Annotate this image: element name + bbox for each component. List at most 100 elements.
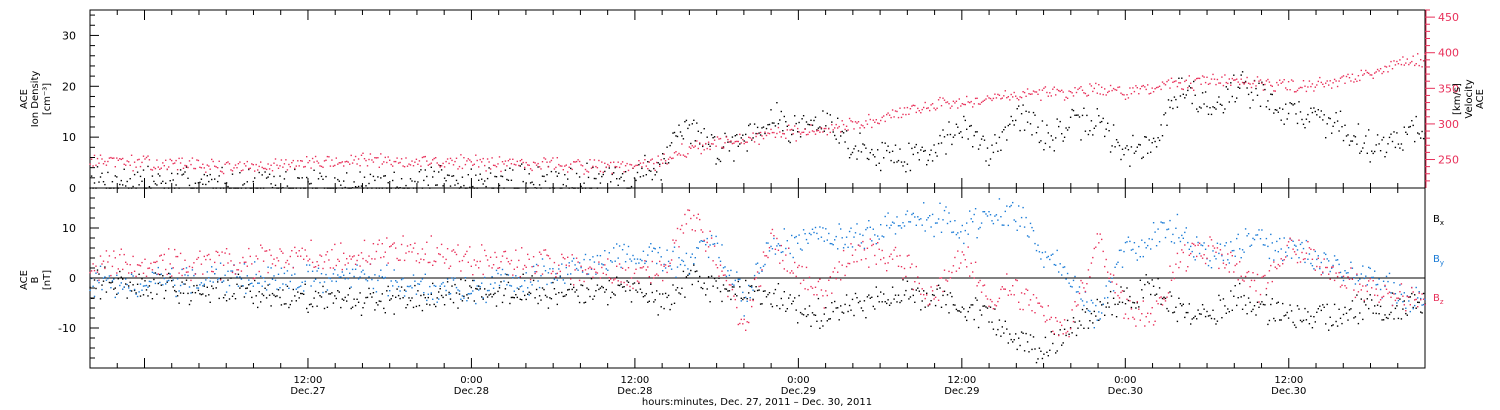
bz-point xyxy=(1032,294,1035,296)
by-point xyxy=(734,279,736,282)
bz-point xyxy=(1244,275,1247,278)
density-point xyxy=(1066,129,1069,131)
bx-point xyxy=(670,303,673,306)
by-point xyxy=(799,248,802,250)
bx-point xyxy=(1313,316,1315,318)
bz-point xyxy=(403,259,406,262)
bx-point xyxy=(466,294,468,296)
velocity-point xyxy=(988,97,990,99)
by-point xyxy=(927,217,929,219)
bx-point xyxy=(1046,351,1048,353)
bx-point xyxy=(282,289,284,291)
density-point xyxy=(1052,139,1054,141)
density-point xyxy=(1351,140,1354,142)
velocity-point xyxy=(705,142,707,145)
by-point xyxy=(933,235,935,238)
by-point xyxy=(1147,244,1149,247)
density-point xyxy=(742,134,744,136)
density-point xyxy=(656,171,658,173)
bz-point xyxy=(966,266,968,268)
density-point xyxy=(451,175,453,177)
velocity-point xyxy=(316,160,318,162)
velocity-point xyxy=(1175,80,1177,82)
velocity-point xyxy=(435,157,437,159)
bz-point xyxy=(921,288,923,290)
by-point xyxy=(583,258,585,261)
by-point xyxy=(911,213,913,216)
density-point xyxy=(1095,125,1097,127)
by-point xyxy=(448,293,450,295)
bz-point xyxy=(825,290,827,292)
by-point xyxy=(841,237,843,239)
bz-point xyxy=(522,268,524,270)
bx-point xyxy=(863,300,866,302)
density-point xyxy=(225,182,228,184)
by-point xyxy=(429,285,431,288)
bz-point xyxy=(664,264,667,266)
bx-point xyxy=(823,313,825,315)
density-point xyxy=(1081,114,1084,117)
by-point xyxy=(1107,296,1109,299)
by-point xyxy=(1359,278,1361,280)
bz-point xyxy=(774,248,777,250)
velocity-point xyxy=(1310,85,1312,88)
density-point xyxy=(261,174,263,176)
by-point xyxy=(1172,233,1174,236)
bz-point xyxy=(611,282,613,284)
by-point xyxy=(338,276,340,278)
by-point xyxy=(485,301,487,304)
by-point xyxy=(1055,264,1057,266)
density-point xyxy=(1207,113,1210,115)
bx-point xyxy=(135,292,137,294)
bx-point xyxy=(767,293,769,296)
density-point xyxy=(1237,86,1239,88)
by-point xyxy=(1006,205,1008,207)
density-point xyxy=(608,167,610,169)
bz-point xyxy=(1201,257,1204,259)
bz-point xyxy=(1397,297,1400,299)
velocity-point xyxy=(283,163,286,165)
bx-point xyxy=(254,279,256,282)
bz-point xyxy=(1074,301,1076,303)
bz-point xyxy=(1090,262,1093,264)
bz-point xyxy=(1124,313,1127,315)
by-point xyxy=(171,267,173,270)
velocity-point xyxy=(166,168,168,171)
bz-point xyxy=(955,270,958,272)
velocity-point xyxy=(190,163,192,166)
velocity-point xyxy=(1231,77,1233,80)
velocity-point xyxy=(150,168,152,171)
density-point xyxy=(583,182,585,184)
bx-point xyxy=(697,280,699,283)
bx-point xyxy=(752,298,754,301)
bz-point xyxy=(1016,279,1018,282)
bx-point xyxy=(888,304,891,306)
bx-point xyxy=(319,295,321,297)
density-point xyxy=(1412,124,1414,127)
density-point xyxy=(1077,114,1079,116)
bx-point xyxy=(1219,299,1222,301)
by-point xyxy=(1234,255,1236,257)
density-point xyxy=(171,172,173,175)
by-point xyxy=(509,284,511,287)
by-point xyxy=(1368,266,1370,269)
density-point xyxy=(337,178,339,181)
velocity-point xyxy=(360,154,363,156)
velocity-point xyxy=(463,157,465,159)
density-point xyxy=(914,146,916,148)
velocity-point xyxy=(792,133,794,135)
bz-point xyxy=(1001,286,1003,288)
by-point xyxy=(921,224,923,226)
density-point xyxy=(1338,130,1340,132)
by-point xyxy=(1207,264,1210,267)
by-point xyxy=(1328,260,1330,262)
density-point xyxy=(851,151,854,154)
velocity-points xyxy=(89,53,1426,175)
by-point xyxy=(378,275,380,277)
bx-point xyxy=(564,295,566,297)
velocity-point xyxy=(1417,53,1419,55)
density-point xyxy=(854,145,857,147)
velocity-point xyxy=(777,126,780,129)
bx-point xyxy=(1101,304,1103,306)
bz-point xyxy=(621,267,624,269)
